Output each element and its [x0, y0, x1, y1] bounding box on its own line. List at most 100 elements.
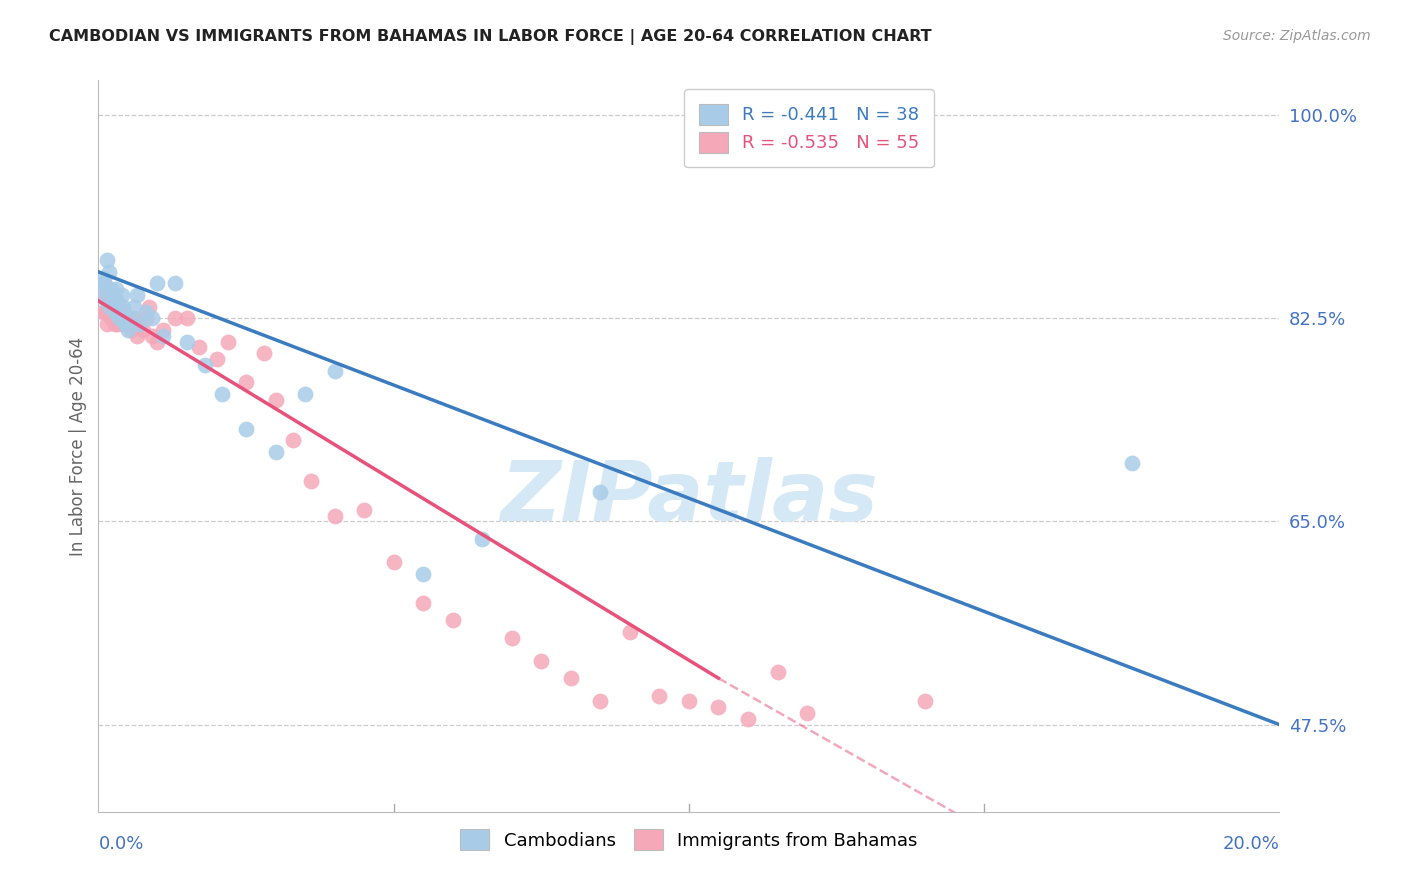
- Point: [108, 311, 131, 326]
- Point: [299, 474, 322, 488]
- Point: [90, 288, 112, 302]
- Point: [125, 288, 148, 302]
- Point: [128, 317, 150, 331]
- Point: [323, 363, 346, 377]
- Point: [105, 317, 128, 331]
- Point: [707, 700, 730, 714]
- Point: [114, 311, 136, 326]
- Point: [141, 328, 163, 343]
- Point: [294, 386, 316, 401]
- Point: [114, 317, 136, 331]
- Point: [103, 300, 125, 314]
- Point: [382, 555, 405, 569]
- Point: [235, 375, 257, 389]
- Point: [146, 277, 169, 291]
- Point: [122, 300, 145, 314]
- Point: [235, 421, 257, 435]
- Point: [441, 613, 464, 627]
- Point: [560, 671, 582, 685]
- Point: [96, 253, 118, 268]
- Point: [589, 485, 612, 500]
- Point: [120, 323, 142, 337]
- Point: [176, 311, 198, 326]
- Point: [91, 270, 114, 285]
- Point: [98, 265, 121, 279]
- Legend: Cambodians, Immigrants from Bahamas: Cambodians, Immigrants from Bahamas: [453, 822, 925, 857]
- Point: [110, 311, 132, 326]
- Point: [104, 317, 127, 331]
- Point: [471, 532, 494, 546]
- Point: [111, 288, 134, 302]
- Point: [323, 508, 346, 523]
- Point: [205, 351, 228, 366]
- Point: [90, 282, 112, 296]
- Point: [111, 317, 134, 331]
- Y-axis label: In Labor Force | Age 20-64: In Labor Force | Age 20-64: [69, 336, 87, 556]
- Point: [152, 328, 174, 343]
- Point: [112, 300, 135, 314]
- Point: [98, 300, 121, 314]
- Point: [117, 323, 139, 337]
- Point: [135, 311, 157, 326]
- Point: [146, 334, 169, 349]
- Point: [648, 689, 671, 703]
- Text: ZIPatlas: ZIPatlas: [501, 457, 877, 538]
- Point: [98, 293, 121, 308]
- Point: [217, 334, 239, 349]
- Point: [737, 712, 759, 726]
- Point: [211, 386, 233, 401]
- Point: [100, 311, 122, 326]
- Point: [93, 277, 115, 291]
- Point: [283, 433, 305, 447]
- Point: [187, 340, 209, 354]
- Point: [108, 300, 131, 314]
- Point: [264, 392, 287, 407]
- Point: [105, 305, 128, 319]
- Point: [91, 305, 114, 319]
- Point: [796, 706, 818, 720]
- Point: [105, 282, 128, 296]
- Point: [103, 288, 125, 302]
- Point: [264, 445, 287, 459]
- Point: [914, 694, 936, 708]
- Point: [94, 305, 117, 319]
- Point: [105, 293, 128, 308]
- Point: [104, 305, 127, 319]
- Text: CAMBODIAN VS IMMIGRANTS FROM BAHAMAS IN LABOR FORCE | AGE 20-64 CORRELATION CHAR: CAMBODIAN VS IMMIGRANTS FROM BAHAMAS IN …: [49, 29, 932, 45]
- Point: [120, 311, 142, 326]
- Point: [165, 277, 187, 291]
- Point: [141, 311, 163, 326]
- Text: Source: ZipAtlas.com: Source: ZipAtlas.com: [1223, 29, 1371, 43]
- Point: [98, 300, 121, 314]
- Point: [412, 566, 434, 581]
- Point: [138, 300, 160, 314]
- Point: [589, 694, 612, 708]
- Point: [117, 317, 139, 331]
- Point: [152, 323, 174, 337]
- Point: [678, 694, 700, 708]
- Point: [128, 317, 150, 331]
- Point: [132, 323, 155, 337]
- Point: [501, 631, 523, 645]
- Text: 0.0%: 0.0%: [98, 835, 143, 853]
- Point: [122, 311, 145, 326]
- Point: [94, 293, 117, 308]
- Point: [530, 654, 553, 668]
- Point: [110, 305, 132, 319]
- Point: [93, 277, 115, 291]
- Point: [619, 624, 641, 639]
- Point: [125, 328, 148, 343]
- Point: [165, 311, 187, 326]
- Point: [194, 358, 217, 372]
- Point: [412, 596, 434, 610]
- Point: [112, 305, 135, 319]
- Point: [766, 665, 789, 680]
- Point: [176, 334, 198, 349]
- Point: [96, 317, 118, 331]
- Point: [1121, 457, 1143, 471]
- Point: [100, 282, 122, 296]
- Point: [135, 305, 157, 319]
- Point: [353, 503, 375, 517]
- Point: [253, 346, 276, 360]
- Text: 20.0%: 20.0%: [1223, 835, 1279, 853]
